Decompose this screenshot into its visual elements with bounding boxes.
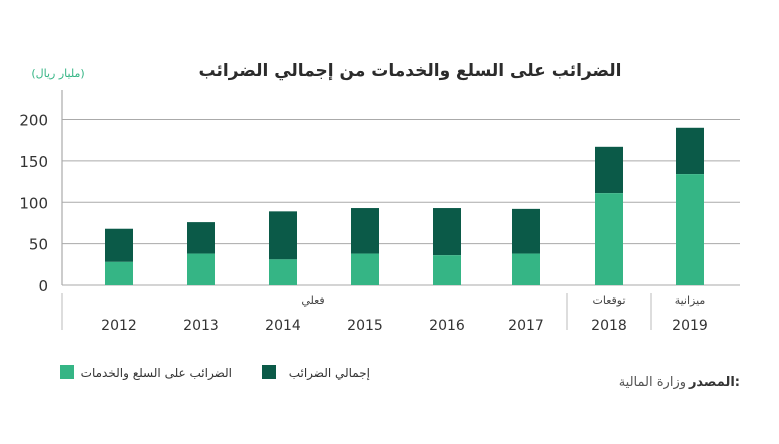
x-tick-label: 2019 [672,318,708,334]
bar-goods-services-2015 [351,253,379,285]
source-value: وزارة المالية [619,375,686,390]
bar-total-taxes-2013 [187,222,215,254]
y-axis-unit-label: (مليار ريال) [31,67,84,80]
bar-total-taxes-2015 [351,208,379,254]
bar-total-taxes-2018 [595,146,623,194]
chart-title: الضرائب على السلع والخدمات من إجمالي الض… [199,61,622,81]
bar-goods-services-2012 [105,261,133,285]
bar-total-taxes-2016 [433,208,461,256]
bar-goods-services-2013 [187,253,215,285]
y-tick-label: 0 [38,277,48,295]
x-tick-label: 2012 [101,318,137,334]
x-tick-label: 2016 [429,318,465,334]
y-tick-label: 200 [19,112,48,130]
bar-total-taxes-2012 [105,228,133,262]
legend: الضرائب على السلع والخدمات إجمالي الضرائ… [60,365,370,381]
x-tick-label: 2014 [265,318,301,334]
bar-total-taxes-2019 [676,127,704,175]
x-tick-label: 2015 [347,318,383,334]
x-tick-label: 2017 [508,318,544,334]
x-tick-label: 2018 [591,318,627,334]
legend-swatch-goods-services [60,365,74,379]
legend-swatch-total-taxes [262,365,276,379]
group-label: ميزانية [675,294,706,307]
bar-goods-services-2017 [512,253,540,285]
bar-goods-services-2016 [433,255,461,285]
group-label: فعلي [301,294,324,307]
y-tick-label: 100 [19,194,48,212]
bar-goods-services-2019 [676,174,704,285]
y-tick-label: 50 [29,236,48,254]
bar-goods-services-2014 [269,259,297,285]
bar-total-taxes-2017 [512,208,540,254]
y-tick-label: 150 [19,153,48,171]
bar-total-taxes-2014 [269,211,297,260]
legend-label-total-taxes: إجمالي الضرائب [289,366,370,381]
legend-label-goods-services: الضرائب على السلع والخدمات [81,366,232,381]
x-tick-label: 2013 [183,318,219,334]
group-label: توقعات [592,294,625,307]
source-label: المصدر: [688,375,740,390]
bar-goods-services-2018 [595,193,623,285]
